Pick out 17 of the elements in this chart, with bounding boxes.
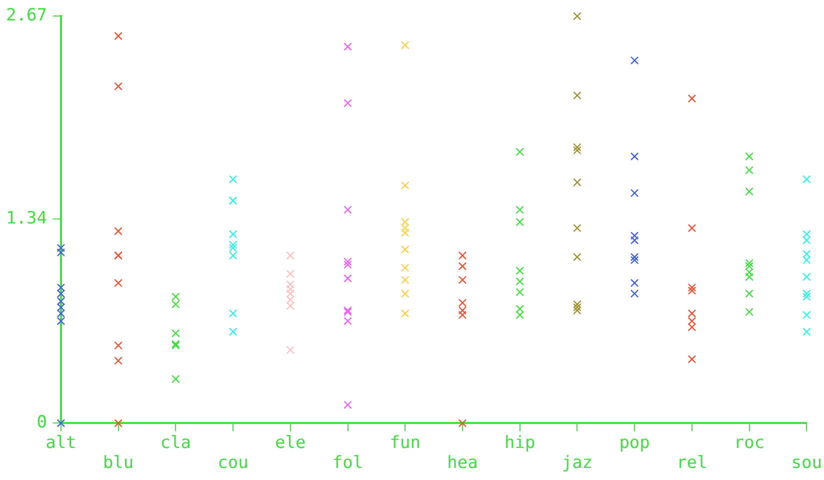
y-tick-label: 0 — [36, 412, 47, 433]
x-tick-label: hip — [504, 432, 536, 453]
y-tick-label: 2.67 — [6, 6, 47, 26]
x-tick-label: ele — [275, 432, 306, 453]
x-tick-label: alt — [46, 432, 76, 453]
x-tick-label: jaz — [562, 453, 593, 474]
x-tick-label: cla — [160, 432, 192, 453]
y-tick-label: 1.34 — [6, 208, 47, 228]
x-tick-label: sou — [791, 453, 822, 474]
x-tick-label: hea — [447, 453, 478, 474]
x-tick-label: fun — [390, 432, 420, 453]
x-tick-label: roc — [734, 432, 765, 453]
x-tick-label: rel — [676, 453, 708, 474]
x-tick-label: pop — [619, 432, 650, 453]
x-tick-label: cou — [218, 453, 248, 474]
x-tick-label: fol — [332, 453, 364, 474]
x-tick-label: blu — [102, 453, 134, 474]
